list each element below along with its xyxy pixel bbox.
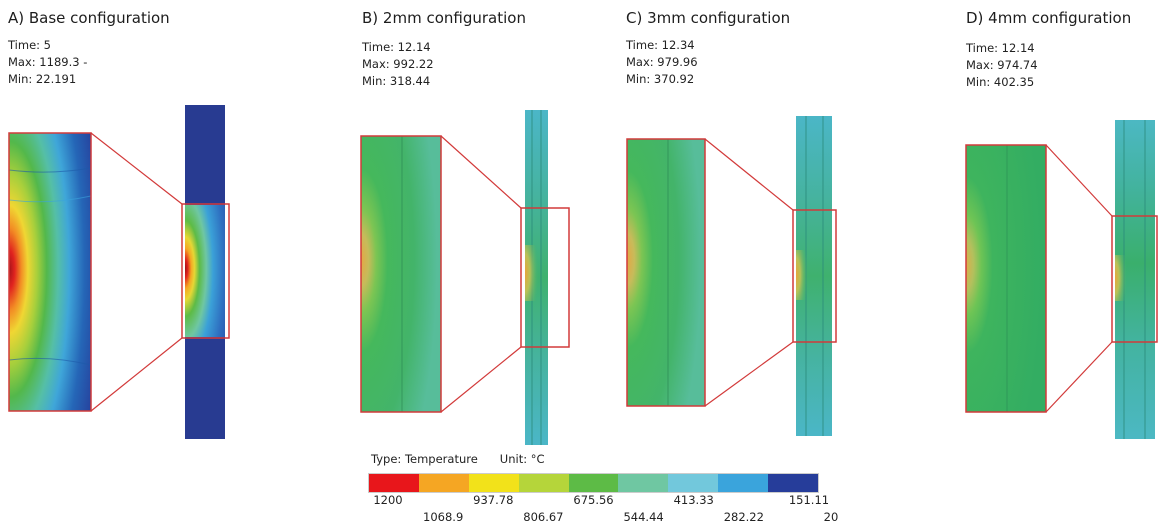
legend-swatch	[668, 474, 719, 492]
4mm-strip	[1111, 120, 1158, 439]
2mm-callout-lines	[440, 135, 522, 413]
legend-tick-label: 1200	[373, 493, 403, 507]
min-label: Min: 370.92	[626, 72, 695, 86]
panel-title: D) 4mm configuration	[966, 9, 1132, 27]
base-strip	[181, 105, 230, 439]
legend-type-label: Type: Temperature	[371, 452, 478, 466]
time-label: Time: 12.14	[966, 41, 1035, 55]
time-label: Time: 5	[8, 38, 51, 52]
panel-title: B) 2mm configuration	[362, 9, 526, 27]
base-callout-lines	[90, 132, 183, 412]
legend-tick-label: 544.44	[623, 510, 664, 524]
legend-swatch	[768, 474, 819, 492]
temperature-legend: Type: Temperature Unit: °C 1200 937.78 675.…	[368, 444, 838, 524]
max-label: Max: 974.74	[966, 58, 1038, 72]
legend-swatch	[518, 474, 569, 492]
legend-tick-label: 1068.9	[423, 510, 464, 524]
panel-meta: Time: 12.14 Max: 992.22 Min: 318.44	[362, 39, 434, 90]
legend-swatch	[568, 474, 619, 492]
2mm-strip	[520, 110, 570, 445]
min-label: Min: 318.44	[362, 74, 431, 88]
legend-tick-label: 937.78	[473, 493, 514, 507]
legend-tick-label: 20	[823, 510, 839, 524]
legend-color-bar	[368, 473, 819, 493]
min-label: Min: 402.35	[966, 75, 1035, 89]
legend-tick-label: 282.22	[723, 510, 764, 524]
legend-tick-label: 806.67	[523, 510, 564, 524]
3mm-strip	[792, 116, 837, 436]
legend-header: Type: Temperature Unit: °C	[371, 452, 545, 466]
min-label: Min: 22.191	[8, 72, 77, 86]
legend-swatch	[468, 474, 519, 492]
2mm-enlarged-map	[360, 135, 442, 413]
3mm-callout-lines	[704, 138, 794, 407]
panel-title: A) Base configuration	[8, 9, 170, 27]
legend-swatch	[618, 474, 669, 492]
max-label: Max: 979.96	[626, 55, 698, 69]
max-label: Max: 1189.3 -	[8, 55, 88, 69]
4mm-enlarged-map	[965, 144, 1047, 413]
time-label: Time: 12.34	[626, 38, 695, 52]
legend-unit-label: Unit: °C	[499, 452, 545, 466]
legend-tick-label: 675.56	[573, 493, 614, 507]
base-enlarged-map	[8, 132, 92, 412]
legend-tick-label: 413.33	[673, 493, 714, 507]
max-label: Max: 992.22	[362, 57, 434, 71]
legend-swatch	[418, 474, 469, 492]
time-label: Time: 12.14	[362, 40, 431, 54]
panel-title: C) 3mm configuration	[626, 9, 791, 27]
panel-meta: Time: 5 Max: 1189.3 - Min: 22.191	[8, 37, 87, 88]
legend-swatch	[718, 474, 769, 492]
3mm-enlarged-map	[626, 138, 706, 407]
panel-meta: Time: 12.14 Max: 974.74 Min: 402.35	[966, 40, 1038, 91]
legend-swatch	[369, 474, 419, 492]
4mm-callout-lines	[1045, 144, 1113, 413]
legend-tick-label: 151.11	[788, 493, 830, 507]
panel-meta: Time: 12.34 Max: 979.96 Min: 370.92	[626, 37, 698, 88]
